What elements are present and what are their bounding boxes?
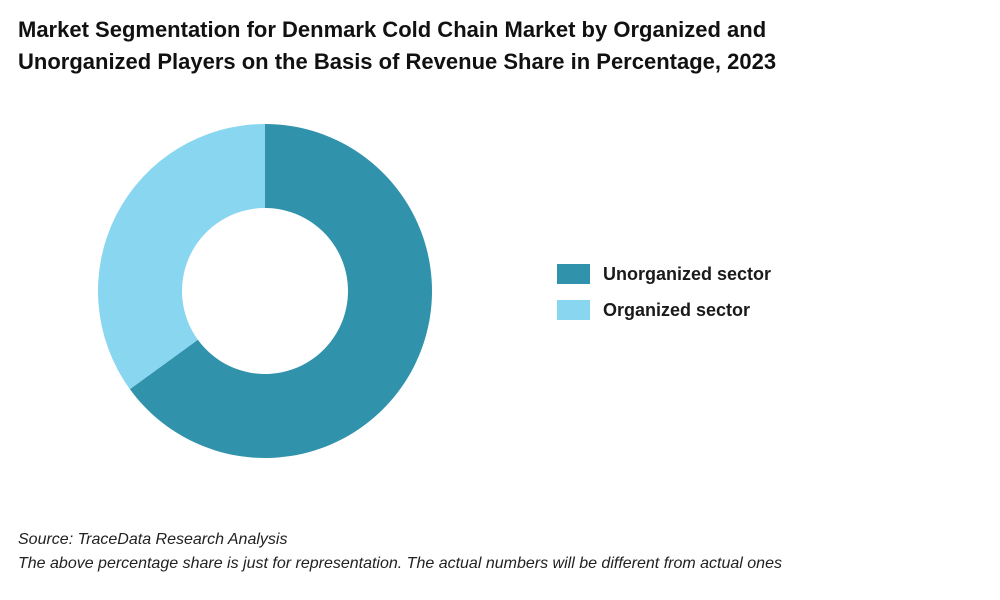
legend-label-organized: Organized sector (603, 299, 751, 320)
chart-legend: Unorganized sector Organized sector (557, 262, 771, 334)
legend-label-unorganized: Unorganized sector (603, 263, 772, 284)
chart-title: Market Segmentation for Denmark Cold Cha… (18, 14, 978, 78)
donut-slice-unorganized-sector (129, 124, 432, 458)
legend-swatch-organized (557, 300, 590, 320)
chart-footer: Source: TraceData Research Analysis The … (18, 528, 782, 576)
donut-slice-organized-sector (97, 124, 265, 390)
chart-title-line-1: Market Segmentation for Denmark Cold Cha… (18, 17, 767, 42)
source-text: Source: TraceData Research Analysis (18, 531, 288, 548)
chart-title-line-2: Unorganized Players on the Basis of Reve… (18, 49, 777, 74)
disclaimer-text: The above percentage share is just for r… (18, 555, 782, 572)
legend-item-organized: Organized sector (557, 298, 771, 322)
legend-item-unorganized: Unorganized sector (557, 262, 771, 286)
legend-swatch-unorganized (557, 264, 590, 284)
